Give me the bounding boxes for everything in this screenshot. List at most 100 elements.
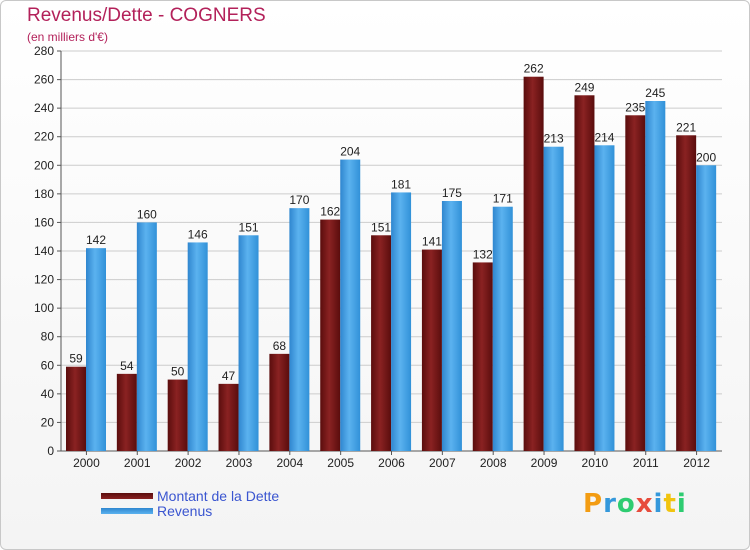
bar-debt <box>676 135 697 452</box>
value-label: 181 <box>391 177 411 191</box>
y-tick-label: 180 <box>34 187 54 201</box>
bar-revenue <box>289 208 310 451</box>
bar-revenue <box>86 248 106 451</box>
value-label: 213 <box>544 132 564 146</box>
bar-debt <box>66 366 86 451</box>
y-tick-label: 100 <box>34 301 54 315</box>
y-tick-label: 280 <box>34 44 54 58</box>
bar-revenue <box>543 146 564 451</box>
bar-debt <box>421 249 442 451</box>
value-label: 200 <box>696 150 716 164</box>
bar-revenue <box>441 201 462 451</box>
bar-revenue <box>187 242 208 451</box>
y-tick-label: 160 <box>34 215 54 229</box>
bar-debt <box>167 379 188 451</box>
x-tick-label: 2008 <box>480 456 507 470</box>
logo-letter: o <box>616 489 636 519</box>
x-tick-label: 2002 <box>175 456 202 470</box>
value-label: 146 <box>188 227 208 241</box>
x-tick-label: 2012 <box>683 456 710 470</box>
x-tick-label: 2004 <box>276 456 303 470</box>
legend-swatch-revenue <box>101 507 153 514</box>
chart-title: Revenus/Dette - COGNERS <box>27 5 266 26</box>
y-tick-label: 120 <box>34 273 54 287</box>
value-label: 171 <box>493 192 513 206</box>
value-label: 214 <box>594 130 614 144</box>
value-label: 262 <box>524 62 544 76</box>
y-tick-label: 260 <box>34 73 54 87</box>
bar-debt <box>574 95 595 452</box>
bar-debt <box>218 383 239 451</box>
bar-revenue <box>696 165 717 452</box>
bar-debt <box>116 373 137 451</box>
bar-revenue <box>492 206 513 451</box>
y-tick-label: 60 <box>41 358 55 372</box>
bar-revenue <box>136 222 157 451</box>
value-label: 170 <box>289 193 309 207</box>
value-label: 204 <box>340 145 360 159</box>
y-tick-label: 40 <box>41 387 55 401</box>
logo-letter: P <box>583 489 604 519</box>
legend-label-revenue: Revenus <box>157 502 213 519</box>
value-label: 59 <box>69 352 83 366</box>
value-labels: 59 142 54 160 50 146 47 151 68 170 162 204 151 181 141… <box>69 62 716 383</box>
value-label: 245 <box>645 86 665 100</box>
bar-debt <box>472 262 493 451</box>
chart-subtitle: (en milliers d'€) <box>27 30 108 44</box>
logo-letter: t <box>663 489 677 519</box>
x-tick-label: 2006 <box>378 456 405 470</box>
x-tick-label: 2010 <box>582 456 609 470</box>
x-tick-label: 2000 <box>73 456 100 470</box>
value-label: 54 <box>120 359 134 373</box>
legend-item-debt: Montant de la Dette <box>101 487 280 504</box>
legend: Montant de la Dette Revenus <box>101 487 280 519</box>
value-label: 221 <box>676 120 696 134</box>
x-tick-label: 2011 <box>633 456 659 470</box>
legend-item-revenue: Revenus <box>101 502 279 519</box>
x-tick-label: 2009 <box>531 456 558 470</box>
value-label: 249 <box>574 80 594 94</box>
x-tick-label: 2007 <box>429 456 456 470</box>
logo-letter: x <box>635 489 654 519</box>
y-tick-label: 0 <box>47 444 54 458</box>
value-label: 47 <box>222 369 236 383</box>
bar-debt <box>625 115 646 452</box>
bar-debt <box>523 76 544 451</box>
bar-debt <box>320 219 341 451</box>
logo-letter: r <box>603 489 617 519</box>
value-label: 68 <box>273 339 287 353</box>
bar-revenue <box>238 235 259 451</box>
x-tick-label: 2003 <box>226 456 253 470</box>
y-tick-label: 240 <box>34 101 54 115</box>
logo-letter: i <box>676 489 687 519</box>
y-tick-label: 20 <box>41 415 55 429</box>
bar-revenue <box>340 159 361 452</box>
y-tick-label: 220 <box>34 130 54 144</box>
value-label: 50 <box>171 365 185 379</box>
bar-revenue <box>645 101 666 451</box>
bar-revenue <box>594 145 615 452</box>
bar-debt <box>269 353 290 451</box>
x-axis-ticks: 2000 2001 2002 2003 2004 2005 2006 2007 2008 2009… <box>73 451 710 470</box>
x-tick-label: 2001 <box>124 456 151 470</box>
y-tick-label: 140 <box>34 244 54 258</box>
value-label: 141 <box>422 235 442 249</box>
bar-debt <box>371 235 392 451</box>
value-label: 142 <box>86 233 106 247</box>
bar-revenue <box>391 192 412 451</box>
y-axis-ticks: 0 20 40 60 80 100 120 140 160 180 200 220 240 260 280 <box>34 44 61 458</box>
value-label: 235 <box>625 100 645 114</box>
proxiti-logo: Proxiti <box>583 489 687 519</box>
value-label: 132 <box>473 247 493 261</box>
value-label: 151 <box>239 220 259 234</box>
value-label: 151 <box>371 220 391 234</box>
x-tick-label: 2005 <box>327 456 354 470</box>
logo-letter: i <box>653 489 664 519</box>
legend-swatch-debt <box>101 492 153 499</box>
bars <box>66 76 717 452</box>
value-label: 160 <box>137 207 157 221</box>
y-tick-label: 200 <box>34 158 54 172</box>
legend-label-debt: Montant de la Dette <box>157 487 280 504</box>
